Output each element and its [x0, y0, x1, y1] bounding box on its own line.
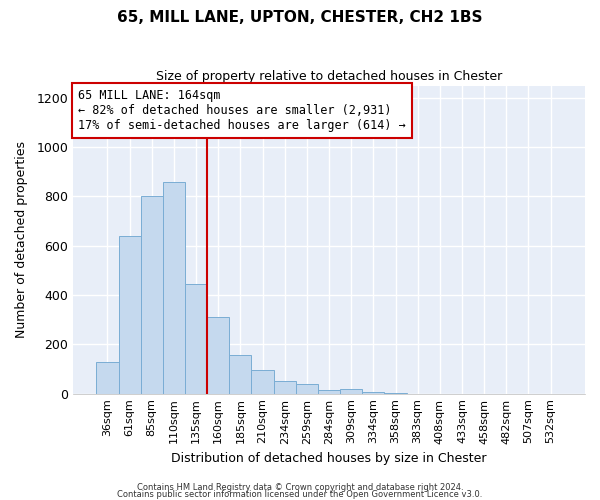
Title: Size of property relative to detached houses in Chester: Size of property relative to detached ho…: [156, 70, 502, 83]
Text: Contains HM Land Registry data © Crown copyright and database right 2024.: Contains HM Land Registry data © Crown c…: [137, 484, 463, 492]
Bar: [119, 236, 140, 394]
X-axis label: Distribution of detached houses by size in Chester: Distribution of detached houses by size …: [171, 452, 487, 465]
Bar: [251, 370, 274, 394]
Bar: [163, 182, 185, 394]
Bar: [229, 356, 251, 394]
Text: 65, MILL LANE, UPTON, CHESTER, CH2 1BS: 65, MILL LANE, UPTON, CHESTER, CH2 1BS: [117, 10, 483, 25]
Bar: [207, 318, 229, 394]
Bar: [318, 390, 340, 394]
Bar: [296, 384, 318, 394]
Y-axis label: Number of detached properties: Number of detached properties: [15, 141, 28, 338]
Text: 65 MILL LANE: 164sqm
← 82% of detached houses are smaller (2,931)
17% of semi-de: 65 MILL LANE: 164sqm ← 82% of detached h…: [78, 88, 406, 132]
Bar: [340, 389, 362, 394]
Bar: [362, 392, 385, 394]
Text: Contains public sector information licensed under the Open Government Licence v3: Contains public sector information licen…: [118, 490, 482, 499]
Bar: [140, 196, 163, 394]
Bar: [274, 382, 296, 394]
Bar: [185, 284, 207, 394]
Bar: [97, 362, 119, 394]
